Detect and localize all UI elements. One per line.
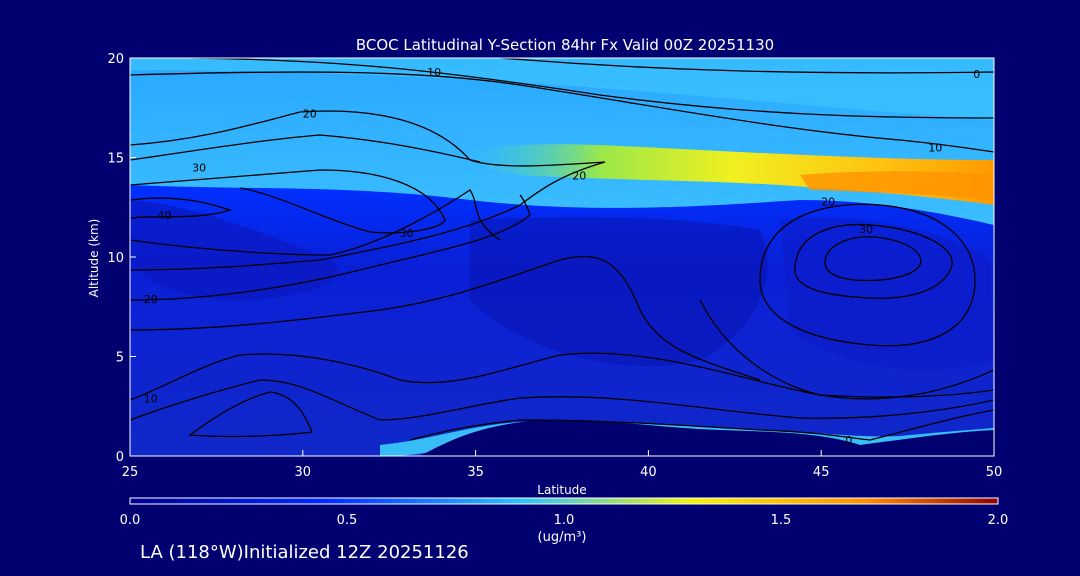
contour-label: 30: [192, 161, 206, 174]
contour-10-lower: [130, 352, 994, 401]
contour-labels: 10 0 20 10 30 20 20 30 40 30 20 10 0: [144, 66, 980, 447]
x-axis: 25 30 35 40 45 50: [122, 450, 1003, 480]
contour-20-left: [130, 161, 606, 271]
colorbar-ticks: 0.0 0.5 1.0 1.5 2.0: [120, 513, 1009, 528]
colorbar-tick-label: 1.5: [771, 513, 792, 528]
contour-20-upper: [130, 110, 606, 167]
contour-label: 30: [859, 223, 873, 236]
colorbar-tick-label: 1.0: [554, 513, 575, 528]
contour-label: 0: [973, 68, 980, 81]
y-tick-label: 5: [116, 351, 124, 366]
contour-0-surface: [409, 409, 994, 441]
contour-label: 20: [303, 108, 317, 121]
contour-30-mid: [130, 169, 446, 234]
contour-10-upper-b: [189, 58, 994, 119]
contour-20-mid: [130, 194, 531, 301]
dark-core-center: [470, 217, 768, 367]
contour-label: 20: [144, 293, 158, 306]
contour-10-mid: [130, 255, 761, 381]
dark-core-right: [780, 217, 994, 370]
y-tick-label: 0: [116, 450, 124, 465]
contour-lines: [130, 58, 994, 441]
upper-cyan-patch: [130, 58, 994, 120]
plume-peak: [800, 171, 994, 200]
dark-core-left: [130, 200, 338, 300]
x-tick-label: 30: [295, 465, 312, 480]
x-tick-label: 45: [813, 465, 830, 480]
contour-0-upper: [499, 58, 994, 74]
y-axis-label: Altitude (km): [87, 219, 101, 298]
contour-10-right: [699, 299, 994, 400]
footer-initialization-text: LA (118°W)Initialized 12Z 20251126: [140, 542, 469, 563]
x-axis-label: Latitude: [537, 483, 586, 497]
contour-label: 20: [821, 195, 835, 208]
x-tick-label: 25: [122, 465, 139, 480]
contour-40-left: [130, 197, 233, 219]
y-tick-label: 15: [107, 152, 124, 167]
contour-label: 10: [144, 392, 158, 405]
contour-label: 0: [845, 434, 852, 447]
contour-40-right-ring: [824, 236, 922, 282]
chart-title: BCOC Latitudinal Y-Section 84hr Fx Valid…: [356, 36, 774, 54]
contour-label: 20: [572, 169, 586, 182]
colorbar-tick-label: 2.0: [988, 513, 1009, 528]
contour-label: 40: [158, 209, 172, 222]
contour-30-upper: [130, 134, 481, 163]
x-tick-label: 40: [640, 465, 657, 480]
colorbar: [129, 497, 999, 505]
terrain-mask: [420, 419, 994, 456]
contour-10-upper: [130, 71, 994, 153]
contour-20-right-ring: [759, 203, 976, 347]
contour-label: 10: [928, 142, 942, 155]
plot-area: 10 0 20 10 30 20 20 30 40 30 20 10 0: [130, 58, 994, 456]
x-tick-label: 35: [467, 465, 484, 480]
y-axis: 0 5 10 15 20: [107, 52, 136, 465]
contour-0-lower: [130, 379, 994, 421]
x-tick-label: 50: [986, 465, 1003, 480]
contour-label: 10: [427, 66, 441, 79]
y-tick-label: 10: [107, 251, 124, 266]
colorbar-unit-label: (ug/m³): [538, 530, 587, 545]
y-tick-label: 20: [107, 52, 124, 67]
colorbar-tick-label: 0.0: [120, 513, 141, 528]
contour-0-small-loop: [188, 391, 313, 438]
contour-label: 30: [399, 227, 413, 240]
contour-30-left: [130, 189, 501, 256]
colorbar-tick-label: 0.5: [337, 513, 358, 528]
contour-30-right-ring: [794, 223, 953, 299]
